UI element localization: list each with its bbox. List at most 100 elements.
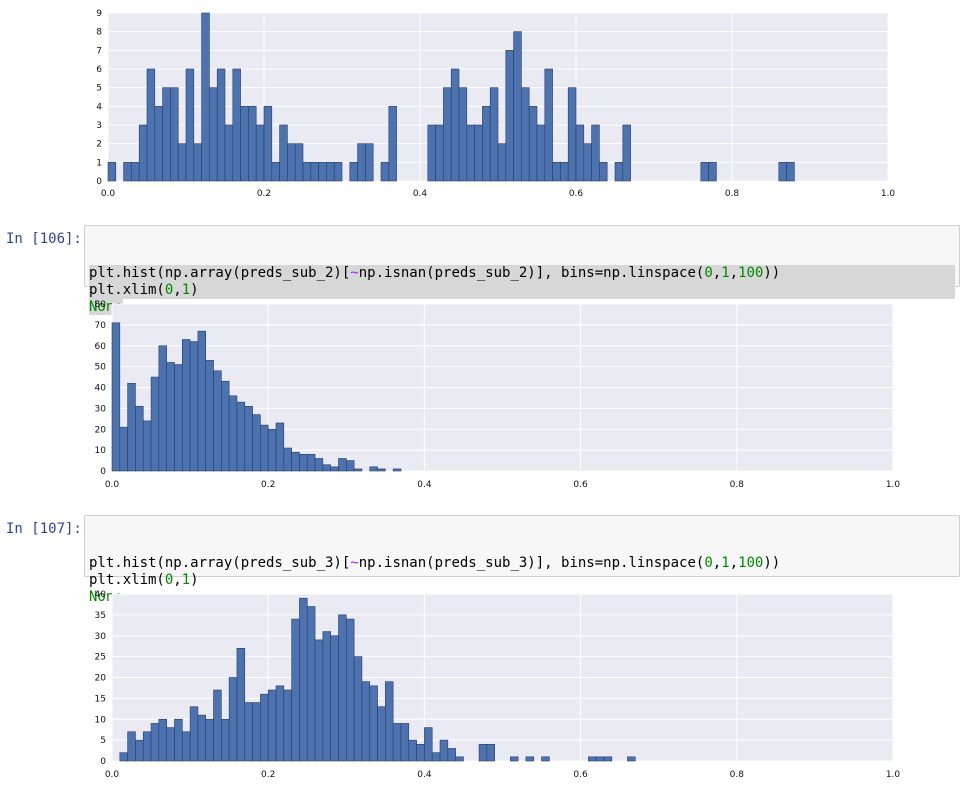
histogram-bar bbox=[135, 739, 144, 762]
histogram-bar bbox=[318, 162, 327, 182]
histogram-bar bbox=[228, 395, 238, 472]
code-input-area[interactable]: plt.hist(np.array(preds_sub_2)[~np.isnan… bbox=[84, 225, 960, 315]
histogram-bar bbox=[385, 681, 394, 762]
histogram-bar bbox=[287, 143, 296, 182]
x-tick-label: 1.0 bbox=[886, 480, 901, 490]
histogram-bar bbox=[213, 689, 222, 762]
histogram-bar bbox=[474, 124, 483, 182]
histogram-bar bbox=[458, 87, 468, 182]
histogram-bar bbox=[314, 458, 324, 472]
histogram-bar bbox=[260, 424, 269, 472]
code-line-1: plt.hist(np.array(preds_sub_3)[~np.isnan… bbox=[89, 555, 781, 571]
histogram-bar bbox=[591, 124, 600, 182]
histogram-bar bbox=[708, 162, 717, 182]
y-tick-label: 6 bbox=[96, 65, 102, 75]
histogram-bar bbox=[560, 162, 569, 182]
cell-prompt: In [106]: bbox=[6, 231, 82, 247]
y-tick-label: 0 bbox=[100, 467, 106, 477]
x-tick-label: 0.6 bbox=[569, 189, 584, 199]
histogram-2-svg: 0.0 0.2 0.4 0.6 0.8 1.0 0 10 20 30 40 50 60 70 80 bbox=[95, 300, 901, 490]
x-tick-label: 0.8 bbox=[730, 480, 745, 490]
y-tick-label: 9 bbox=[96, 9, 102, 19]
y-tick-label: 70 bbox=[95, 321, 107, 331]
histogram-bar bbox=[388, 106, 397, 182]
y-tick-label: 2 bbox=[96, 140, 102, 150]
histogram-bar bbox=[111, 322, 121, 472]
histogram-bar bbox=[255, 124, 265, 182]
code-input-area[interactable]: plt.hist(np.array(preds_sub_3)[~np.isnan… bbox=[84, 515, 960, 605]
histogram-bar bbox=[349, 162, 358, 182]
y-tick-label: 50 bbox=[95, 363, 107, 373]
histogram-bar bbox=[162, 87, 171, 182]
x-tick-label: 0.6 bbox=[573, 480, 588, 490]
histogram-bar bbox=[150, 723, 160, 762]
histogram-bar bbox=[135, 405, 144, 472]
notebook-cell-106[interactable]: In [106]: plt.hist(np.array(preds_sub_2)… bbox=[0, 225, 960, 315]
histogram-bar bbox=[216, 68, 226, 182]
histogram-bar bbox=[345, 618, 355, 762]
x-tick-label: 1.0 bbox=[881, 189, 896, 199]
histogram-bar bbox=[588, 756, 597, 762]
x-tick-label: 0.0 bbox=[105, 770, 120, 780]
histogram-bar bbox=[177, 143, 187, 182]
histogram-bar bbox=[627, 756, 636, 762]
histogram-bar bbox=[275, 422, 285, 472]
histogram-bar bbox=[443, 87, 452, 182]
histogram-bar bbox=[326, 162, 335, 182]
histogram-bar bbox=[599, 162, 608, 182]
histogram-bar bbox=[567, 87, 577, 182]
histogram-bar bbox=[263, 106, 273, 182]
histogram-bar bbox=[107, 162, 117, 182]
y-tick-label: 40 bbox=[95, 384, 107, 394]
histogram-bar bbox=[353, 468, 363, 472]
histogram-bar bbox=[213, 370, 222, 472]
code-text[interactable]: plt.hist(np.array(preds_sub_3)[~np.isnan… bbox=[89, 521, 780, 623]
y-tick-label: 40 bbox=[95, 590, 107, 600]
y-tick-label: 0 bbox=[96, 177, 102, 187]
histogram-bar bbox=[486, 744, 495, 762]
histogram-bar bbox=[345, 460, 355, 472]
code-text[interactable]: plt.hist(np.array(preds_sub_2)[~np.isnan… bbox=[89, 231, 955, 333]
histogram-bar bbox=[392, 723, 402, 762]
histogram-bar bbox=[197, 714, 207, 762]
histogram-bar bbox=[614, 162, 624, 182]
y-tick-label: 35 bbox=[95, 611, 106, 621]
histogram-bar bbox=[510, 756, 519, 762]
histogram-bar bbox=[466, 124, 475, 182]
histogram-bar bbox=[189, 341, 199, 472]
x-tick-label: 0.0 bbox=[105, 480, 120, 490]
histogram-bar bbox=[127, 383, 136, 472]
histogram-bar bbox=[497, 143, 507, 182]
histogram-bar bbox=[123, 162, 132, 182]
histogram-bar bbox=[224, 124, 234, 182]
histogram-bar bbox=[322, 631, 331, 762]
histogram-bar bbox=[119, 426, 128, 472]
histogram-bar bbox=[439, 739, 449, 762]
histogram-plot-2: 0.0 0.2 0.4 0.6 0.8 1.0 0 10 20 30 40 50 60 70 80 bbox=[0, 295, 960, 500]
y-tick-label: 30 bbox=[95, 404, 107, 414]
histogram-bar bbox=[583, 143, 592, 182]
histogram-bar bbox=[154, 106, 163, 182]
histogram-bar bbox=[306, 606, 316, 762]
histogram-bar bbox=[400, 723, 410, 762]
histogram-bar bbox=[299, 597, 308, 762]
histogram-bar bbox=[482, 106, 491, 182]
histogram-bar bbox=[361, 681, 371, 762]
histogram-bar bbox=[330, 466, 339, 472]
histogram-bar bbox=[603, 756, 613, 762]
histogram-bar bbox=[544, 68, 553, 182]
y-tick-label: 5 bbox=[96, 84, 102, 94]
histogram-bar bbox=[170, 87, 179, 182]
x-tick-label: 0.4 bbox=[417, 480, 432, 490]
histogram-bar bbox=[525, 756, 535, 762]
histogram-bar bbox=[365, 143, 374, 182]
histogram-bar bbox=[240, 106, 249, 182]
x-tick-label: 0.0 bbox=[101, 189, 116, 199]
x-tick-label: 0.2 bbox=[261, 480, 275, 490]
notebook-cell-107[interactable]: In [107]: plt.hist(np.array(preds_sub_3)… bbox=[0, 515, 960, 605]
histogram-bar bbox=[174, 364, 183, 472]
histogram-1-svg: 0.0 0.2 0.4 0.6 0.8 1.0 0 1 2 3 4 5 6 7 8 9 bbox=[96, 9, 896, 199]
histogram-bar bbox=[248, 106, 257, 182]
histogram-bar bbox=[236, 647, 246, 762]
histogram-bar bbox=[489, 87, 499, 182]
